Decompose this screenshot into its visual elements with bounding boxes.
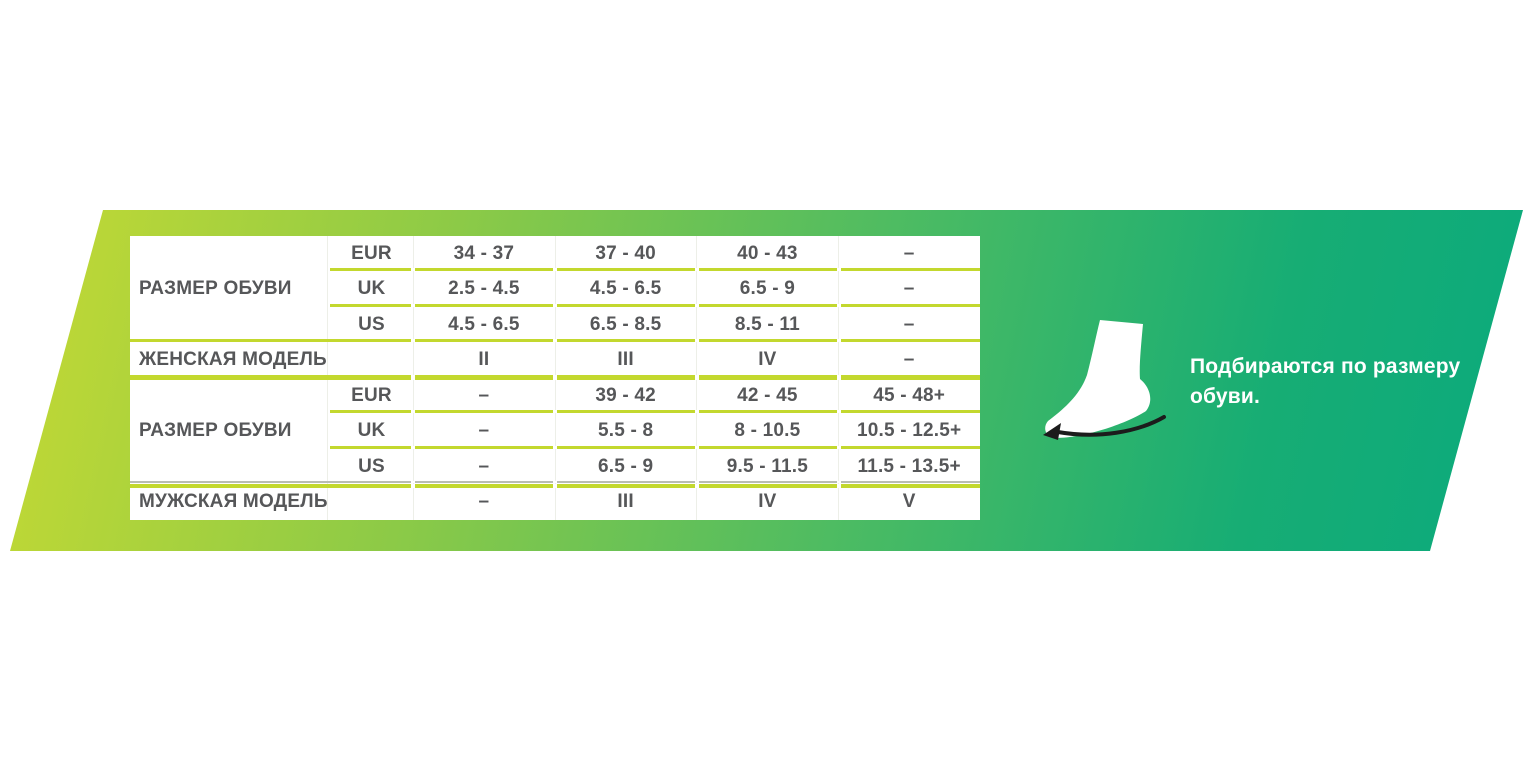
- model-cell: III: [617, 491, 634, 513]
- size-cell: 11.5 - 13.5+: [857, 455, 961, 477]
- region-cell: US: [358, 455, 385, 477]
- size-cell: –: [478, 420, 490, 442]
- size-cell: 10.5 - 12.5+: [856, 420, 962, 442]
- size-cell: 34 - 37: [453, 242, 515, 264]
- size-cell: 6.5 - 8.5: [589, 313, 662, 335]
- region-cell: EUR: [351, 384, 392, 406]
- size-cell: 4.5 - 6.5: [448, 313, 520, 335]
- size-cell: –: [903, 242, 915, 264]
- model-cell: V: [902, 491, 916, 513]
- section-divider: [130, 484, 980, 488]
- row-divider: [330, 268, 980, 271]
- size-table: РАЗМЕР ОБУВИ EUR 34 - 37 37 - 40 40 - 43…: [130, 236, 980, 520]
- size-cell: –: [478, 384, 490, 406]
- section-divider: [130, 339, 980, 342]
- size-cell: 39 - 42: [595, 384, 656, 406]
- section-divider-gray: [130, 481, 980, 483]
- size-cell: 42 - 45: [737, 384, 798, 406]
- region-cell: UK: [357, 278, 386, 300]
- region-cell: UK: [357, 420, 386, 442]
- length-arrow-line: [1056, 415, 1166, 437]
- fitting-note: Подбираются по размеру обуви.: [1190, 355, 1461, 408]
- size-cell: 5.5 - 8: [597, 420, 654, 442]
- model-cell: –: [478, 491, 490, 513]
- size-cell: –: [478, 455, 490, 477]
- row-divider: [330, 410, 980, 413]
- size-cell: 8.5 - 11: [734, 313, 800, 335]
- size-cell: 6.5 - 9: [739, 278, 795, 300]
- size-cell: –: [903, 278, 915, 300]
- size-cell: 6.5 - 9: [597, 455, 654, 477]
- size-cell: 4.5 - 6.5: [589, 278, 662, 300]
- model-cell: –: [903, 349, 915, 371]
- size-cell: 45 - 48+: [873, 384, 946, 406]
- size-cell: –: [903, 313, 915, 335]
- model-cell: IV: [758, 349, 777, 371]
- region-cell: US: [358, 313, 385, 335]
- section-divider: [130, 375, 980, 380]
- row-divider: [330, 446, 980, 449]
- region-cell: EUR: [351, 242, 392, 264]
- model-label: МУЖСКАЯ МОДЕЛЬ: [139, 491, 328, 513]
- size-cell: 9.5 - 11.5: [726, 455, 808, 477]
- model-cell: II: [478, 349, 490, 371]
- size-cell: 8 - 10.5: [734, 420, 801, 442]
- row-divider: [330, 304, 980, 307]
- model-label: ЖЕНСКАЯ МОДЕЛЬ: [139, 349, 327, 371]
- length-arrow-head: [1043, 423, 1061, 440]
- model-cell: III: [617, 349, 634, 371]
- group-label: РАЗМЕР ОБУВИ: [139, 420, 292, 442]
- size-cell: 2.5 - 4.5: [448, 278, 520, 300]
- foot-icon: [1043, 320, 1166, 440]
- sock-shape: [1045, 320, 1151, 438]
- size-cell: 37 - 40: [595, 242, 656, 264]
- group-label: РАЗМЕР ОБУВИ: [139, 278, 292, 300]
- model-cell: IV: [758, 491, 777, 513]
- size-cell: 40 - 43: [737, 242, 798, 264]
